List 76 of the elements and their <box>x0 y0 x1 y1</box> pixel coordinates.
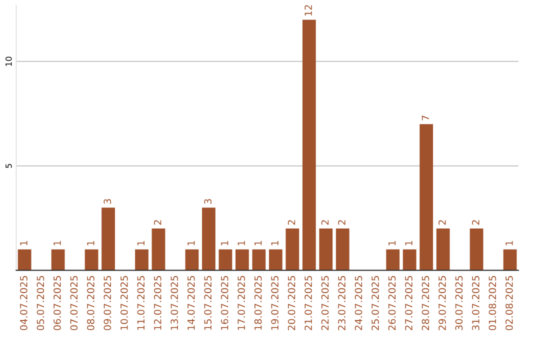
bar <box>470 228 484 270</box>
data-label: 1 <box>221 241 228 246</box>
x-tick-label: 16.07.2025 <box>220 276 228 330</box>
bar <box>402 249 416 270</box>
data-label: 1 <box>188 241 195 246</box>
x-tick-label: 29.07.2025 <box>438 276 446 330</box>
x-tick-label: 30.07.2025 <box>455 276 463 330</box>
data-label: 3 <box>104 199 112 204</box>
y-tick-label: 10 <box>6 56 12 66</box>
bar <box>235 249 249 270</box>
data-label: 2 <box>321 220 329 225</box>
data-label: 1 <box>388 241 396 246</box>
bar <box>386 249 400 270</box>
x-tick-label: 06.07.2025 <box>54 276 61 330</box>
x-tick-label: 18.07.2025 <box>254 276 262 330</box>
x-tick-label: 20.07.2025 <box>288 276 296 330</box>
x-tick-label: 21.07.2025 <box>304 276 312 330</box>
bar <box>135 249 148 270</box>
bar <box>218 249 232 270</box>
x-tick-label: 12.07.2025 <box>154 276 162 330</box>
bar <box>302 20 316 270</box>
data-label: 2 <box>438 220 446 225</box>
bar <box>436 228 450 270</box>
x-tick-label: 26.07.2025 <box>388 276 396 330</box>
x-tick-label: 01.08.2025 <box>488 276 496 330</box>
x-tick-label: 05.07.2025 <box>36 276 44 330</box>
bar <box>268 249 282 270</box>
data-label: 1 <box>254 241 262 246</box>
x-tick-label: 14.07.2025 <box>187 276 195 330</box>
data-label: 1 <box>271 241 278 246</box>
data-label: 1 <box>405 241 412 246</box>
bar <box>51 249 65 270</box>
data-label: 1 <box>238 241 245 246</box>
data-label: 2 <box>338 220 346 225</box>
bar <box>102 208 115 270</box>
x-tick-label: 09.07.2025 <box>104 276 112 330</box>
bar <box>503 249 517 270</box>
data-label: 2 <box>154 220 162 225</box>
bar <box>286 228 300 270</box>
x-tick-label: 22.07.2025 <box>321 276 329 330</box>
x-tick-label: 11.07.2025 <box>137 276 145 330</box>
bar <box>84 249 98 270</box>
x-tick-label: 24.07.2025 <box>354 276 362 330</box>
data-label: 1 <box>506 241 513 246</box>
x-tick-label: 10.07.2025 <box>120 276 128 330</box>
bar <box>185 249 199 270</box>
x-tick-label: 15.07.2025 <box>204 276 212 330</box>
bar <box>319 228 333 270</box>
data-label: 2 <box>288 220 296 225</box>
x-tick-label: 08.07.2025 <box>86 276 94 330</box>
x-tick-label: 28.07.2025 <box>422 276 430 330</box>
x-tick-label: 07.07.2025 <box>70 276 78 330</box>
data-label: 3 <box>204 199 212 204</box>
data-label: 1 <box>87 241 94 246</box>
x-tick-label: 13.07.2025 <box>170 276 178 330</box>
x-tick-label: 02.08.2025 <box>505 276 513 330</box>
bar <box>202 208 216 270</box>
data-label: 7 <box>422 116 430 120</box>
bar <box>252 249 266 270</box>
x-tick-label: 27.07.2025 <box>405 276 412 330</box>
data-label: 1 <box>54 241 61 246</box>
x-tick-label: 19.07.2025 <box>271 276 278 330</box>
x-tick-label: 04.07.2025 <box>20 276 28 330</box>
x-tick-label: 25.07.2025 <box>372 276 379 330</box>
data-label: 1 <box>20 241 28 246</box>
bar <box>152 228 166 270</box>
x-tick-label: 17.07.2025 <box>238 276 246 330</box>
data-label: 2 <box>472 220 480 225</box>
bar <box>18 249 32 270</box>
y-tick-label: 5 <box>6 164 12 168</box>
data-label: 12 <box>304 5 312 16</box>
bar <box>420 124 434 270</box>
x-tick-label: 31.07.2025 <box>472 276 480 330</box>
bar <box>336 228 350 270</box>
data-label: 1 <box>137 241 144 246</box>
x-tick-label: 23.07.2025 <box>338 276 346 330</box>
